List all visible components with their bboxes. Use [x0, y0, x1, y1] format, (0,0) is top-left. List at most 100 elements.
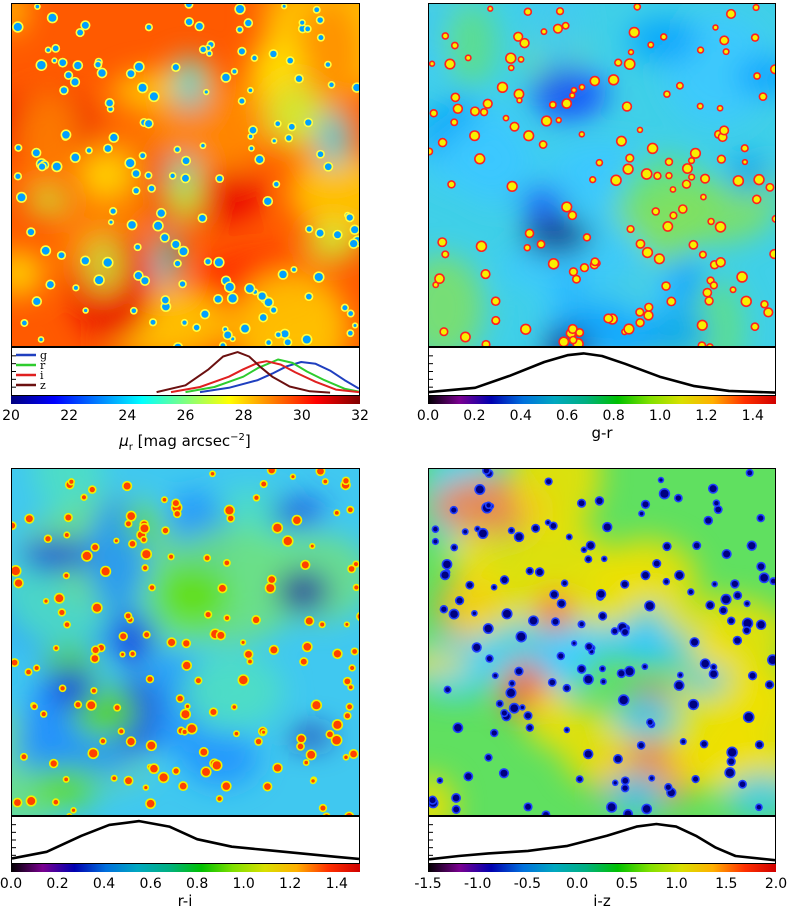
map-region [511, 469, 602, 535]
source [701, 741, 707, 747]
map-region [19, 537, 91, 573]
source [112, 776, 117, 781]
source [172, 240, 180, 248]
source [754, 73, 760, 79]
source [527, 568, 533, 574]
source [177, 695, 183, 702]
source [463, 529, 468, 534]
source [698, 321, 707, 330]
source [14, 799, 21, 806]
source [477, 242, 486, 251]
source [89, 486, 95, 493]
source [353, 83, 359, 92]
source [174, 343, 182, 346]
source [737, 272, 747, 282]
source [234, 731, 239, 736]
source [448, 181, 455, 188]
source [147, 676, 153, 682]
source [679, 205, 687, 213]
source [491, 730, 497, 736]
source [618, 670, 625, 677]
source [622, 777, 629, 784]
source [661, 34, 666, 40]
map-region [233, 270, 349, 346]
source [252, 616, 260, 624]
legend-label-i: i [40, 369, 44, 382]
source [611, 176, 621, 185]
map-region [154, 563, 231, 627]
source [525, 803, 531, 810]
source [667, 298, 675, 305]
source [159, 773, 168, 782]
source [12, 659, 18, 666]
source [662, 282, 670, 290]
source [210, 709, 217, 716]
source [675, 681, 683, 690]
source [639, 511, 644, 516]
source [739, 781, 746, 788]
map-region [265, 81, 323, 145]
hist-line-i [170, 360, 359, 394]
source [264, 783, 271, 790]
source [173, 768, 179, 774]
source [597, 160, 602, 165]
source [22, 320, 27, 326]
source [699, 342, 705, 346]
source [123, 482, 131, 490]
source [195, 678, 201, 684]
source [557, 118, 561, 122]
source [344, 755, 348, 760]
source [609, 75, 618, 84]
source [752, 35, 758, 41]
source [174, 260, 181, 267]
source [705, 517, 712, 524]
source [481, 109, 487, 115]
source [287, 57, 293, 64]
source [193, 324, 200, 331]
source [314, 272, 323, 282]
source [642, 169, 651, 179]
source [266, 340, 271, 345]
map-region [429, 651, 470, 677]
source [642, 501, 649, 508]
source [325, 62, 331, 67]
source [442, 251, 448, 257]
source [600, 666, 605, 671]
source [710, 670, 718, 678]
source [86, 148, 92, 153]
source [274, 181, 279, 187]
source [110, 208, 116, 214]
source [300, 20, 305, 25]
source [179, 782, 187, 790]
tick-label: 1.5 [715, 876, 738, 892]
source [205, 258, 211, 265]
map-region [317, 111, 351, 168]
source [536, 568, 543, 576]
source [559, 337, 568, 346]
source [563, 23, 568, 29]
hist-line-all [429, 352, 775, 394]
colorbar-mu-r [11, 396, 360, 404]
source [569, 325, 577, 333]
map-region [516, 187, 568, 215]
hist-line-all [429, 822, 775, 862]
source [232, 69, 237, 74]
source-halo [322, 812, 331, 815]
source [224, 331, 232, 339]
source [283, 536, 292, 546]
tick-label: -1.5 [414, 876, 442, 892]
source [185, 18, 193, 26]
source [154, 221, 163, 230]
source [693, 776, 699, 782]
source [347, 507, 353, 513]
source [766, 681, 773, 688]
source [722, 595, 731, 604]
source [225, 506, 234, 515]
source [743, 160, 747, 164]
source [743, 627, 750, 634]
source [200, 748, 208, 756]
colorbar-gradient [11, 864, 360, 872]
source [185, 704, 190, 708]
source [637, 240, 644, 248]
